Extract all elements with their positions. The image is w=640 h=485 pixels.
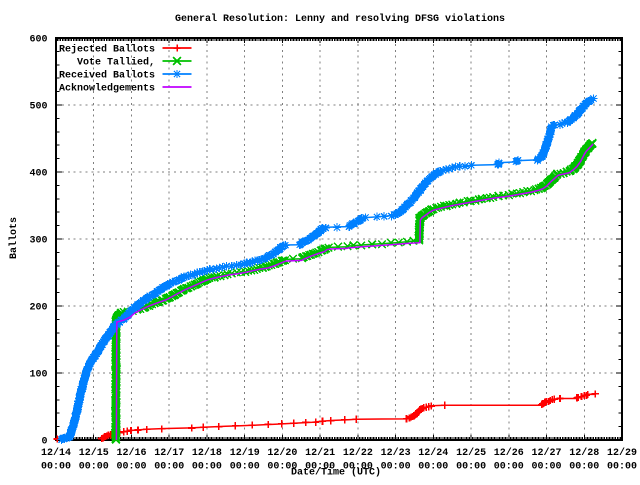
svg-text:00:00: 00:00 xyxy=(79,462,109,473)
svg-text:500: 500 xyxy=(29,102,47,113)
svg-text:400: 400 xyxy=(29,169,47,180)
svg-text:100: 100 xyxy=(29,370,47,381)
svg-text:12/14: 12/14 xyxy=(41,447,71,459)
svg-text:12/28: 12/28 xyxy=(569,447,599,459)
svg-text:00:00: 00:00 xyxy=(494,462,524,473)
svg-text:12/17: 12/17 xyxy=(154,447,184,459)
svg-text:12/15: 12/15 xyxy=(79,447,109,459)
svg-text:00:00: 00:00 xyxy=(41,462,71,473)
svg-text:Acknowledgements: Acknowledgements xyxy=(59,83,155,95)
svg-text:12/29: 12/29 xyxy=(607,447,637,459)
svg-text:Ballots: Ballots xyxy=(8,217,20,259)
svg-text:12/22: 12/22 xyxy=(343,447,373,459)
svg-text:00:00: 00:00 xyxy=(418,462,448,473)
svg-text:00:00: 00:00 xyxy=(230,462,260,473)
svg-text:00:00: 00:00 xyxy=(343,462,373,473)
svg-text:12/25: 12/25 xyxy=(456,447,486,459)
svg-text:12/27: 12/27 xyxy=(531,447,561,459)
svg-text:Received Ballots: Received Ballots xyxy=(59,70,155,82)
svg-text:00:00: 00:00 xyxy=(381,462,411,473)
svg-text:200: 200 xyxy=(29,303,47,314)
svg-text:300: 300 xyxy=(29,236,47,247)
svg-text:00:00: 00:00 xyxy=(607,462,637,473)
svg-text:00:00: 00:00 xyxy=(305,462,335,473)
svg-text:600: 600 xyxy=(29,35,47,46)
svg-text:00:00: 00:00 xyxy=(192,462,222,473)
svg-text:General Resolution: Lenny and: General Resolution: Lenny and resolving … xyxy=(175,13,505,25)
svg-text:12/18: 12/18 xyxy=(192,447,222,459)
svg-text:12/20: 12/20 xyxy=(267,447,297,459)
svg-text:00:00: 00:00 xyxy=(456,462,486,473)
svg-text:12/26: 12/26 xyxy=(494,447,524,459)
svg-text:12/24: 12/24 xyxy=(418,447,448,459)
svg-text:Vote Tallied,: Vote Tallied, xyxy=(77,57,155,69)
svg-text:0: 0 xyxy=(41,437,47,448)
svg-text:00:00: 00:00 xyxy=(531,462,561,473)
svg-text:00:00: 00:00 xyxy=(154,462,184,473)
svg-text:Rejected Ballots: Rejected Ballots xyxy=(59,44,155,56)
svg-text:00:00: 00:00 xyxy=(569,462,599,473)
svg-text:00:00: 00:00 xyxy=(116,462,146,473)
svg-text:Date/Time (UTC): Date/Time (UTC) xyxy=(291,467,381,479)
svg-text:12/21: 12/21 xyxy=(305,447,335,459)
svg-text:12/16: 12/16 xyxy=(116,447,146,459)
svg-text:00:00: 00:00 xyxy=(267,462,297,473)
svg-text:12/19: 12/19 xyxy=(230,447,260,459)
svg-text:12/23: 12/23 xyxy=(381,447,411,459)
